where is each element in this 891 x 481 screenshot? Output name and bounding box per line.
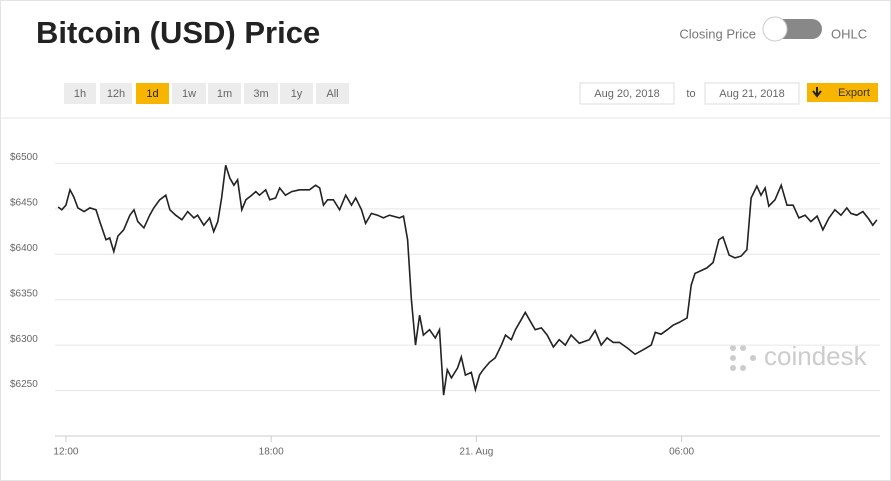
range-button[interactable] — [208, 83, 241, 104]
date-to[interactable]: Aug 21, 2018 — [719, 88, 784, 100]
range-button[interactable] — [172, 83, 206, 104]
x-tick-label: 06:00 — [669, 447, 694, 458]
range-label[interactable]: 1w — [182, 88, 196, 100]
range-label[interactable]: All — [326, 88, 338, 100]
range-label[interactable]: 1d — [146, 88, 158, 100]
range-button[interactable] — [100, 83, 132, 104]
y-tick-label: $6400 — [10, 243, 38, 254]
price-line — [57, 164, 878, 396]
export-label[interactable]: Export — [838, 87, 870, 99]
range-button[interactable] — [64, 83, 96, 104]
range-button[interactable] — [280, 83, 313, 104]
y-tick-label: $6450 — [10, 197, 38, 208]
x-tick-label: 18:00 — [259, 447, 284, 458]
x-tick-label: 12:00 — [53, 447, 78, 458]
range-label[interactable]: 1y — [291, 88, 303, 100]
title: Bitcoin (USD) Price — [36, 15, 320, 50]
range-label[interactable]: 3m — [253, 88, 268, 100]
toggle-right-label[interactable]: OHLC — [831, 26, 867, 41]
range-label[interactable]: 1m — [217, 88, 232, 100]
range-label[interactable]: 12h — [107, 88, 125, 100]
y-tick-label: $6300 — [10, 334, 38, 345]
toggle[interactable] — [762, 16, 822, 42]
range-button[interactable] — [244, 83, 278, 104]
y-tick-label: $6500 — [10, 152, 38, 163]
date-from-input[interactable] — [579, 82, 675, 105]
range-button[interactable] — [136, 83, 169, 104]
export-button[interactable] — [807, 83, 878, 102]
range-label[interactable]: 1h — [74, 88, 86, 100]
toggle-left-label[interactable]: Closing Price — [679, 26, 756, 41]
y-tick-label: $6250 — [10, 379, 38, 390]
x-tick-label: 21. Aug — [459, 447, 493, 458]
date-to-label: to — [686, 88, 695, 100]
date-to-input[interactable] — [704, 82, 800, 105]
export-icon — [812, 87, 822, 98]
watermark: coindesk — [764, 341, 868, 371]
y-tick-label: $6350 — [10, 288, 38, 299]
watermark-icon — [730, 345, 756, 371]
date-from[interactable]: Aug 20, 2018 — [594, 88, 659, 100]
range-button[interactable] — [316, 83, 349, 104]
